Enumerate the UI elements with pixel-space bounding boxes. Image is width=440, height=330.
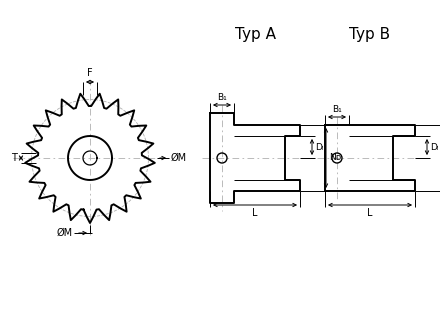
Text: B₁: B₁ bbox=[332, 105, 342, 114]
Text: B₁: B₁ bbox=[217, 93, 227, 102]
Text: Nᴅ: Nᴅ bbox=[329, 153, 341, 162]
Text: L: L bbox=[367, 208, 373, 218]
Text: Dₗ: Dₗ bbox=[430, 143, 438, 151]
Text: ØM: ØM bbox=[171, 153, 187, 163]
Text: ØM: ØM bbox=[57, 228, 73, 238]
Text: T: T bbox=[11, 153, 17, 163]
Text: Typ B: Typ B bbox=[349, 27, 391, 43]
Text: Typ A: Typ A bbox=[235, 27, 275, 43]
Text: L: L bbox=[252, 208, 258, 218]
Text: Dₗ: Dₗ bbox=[315, 143, 323, 151]
Text: F: F bbox=[87, 68, 93, 78]
